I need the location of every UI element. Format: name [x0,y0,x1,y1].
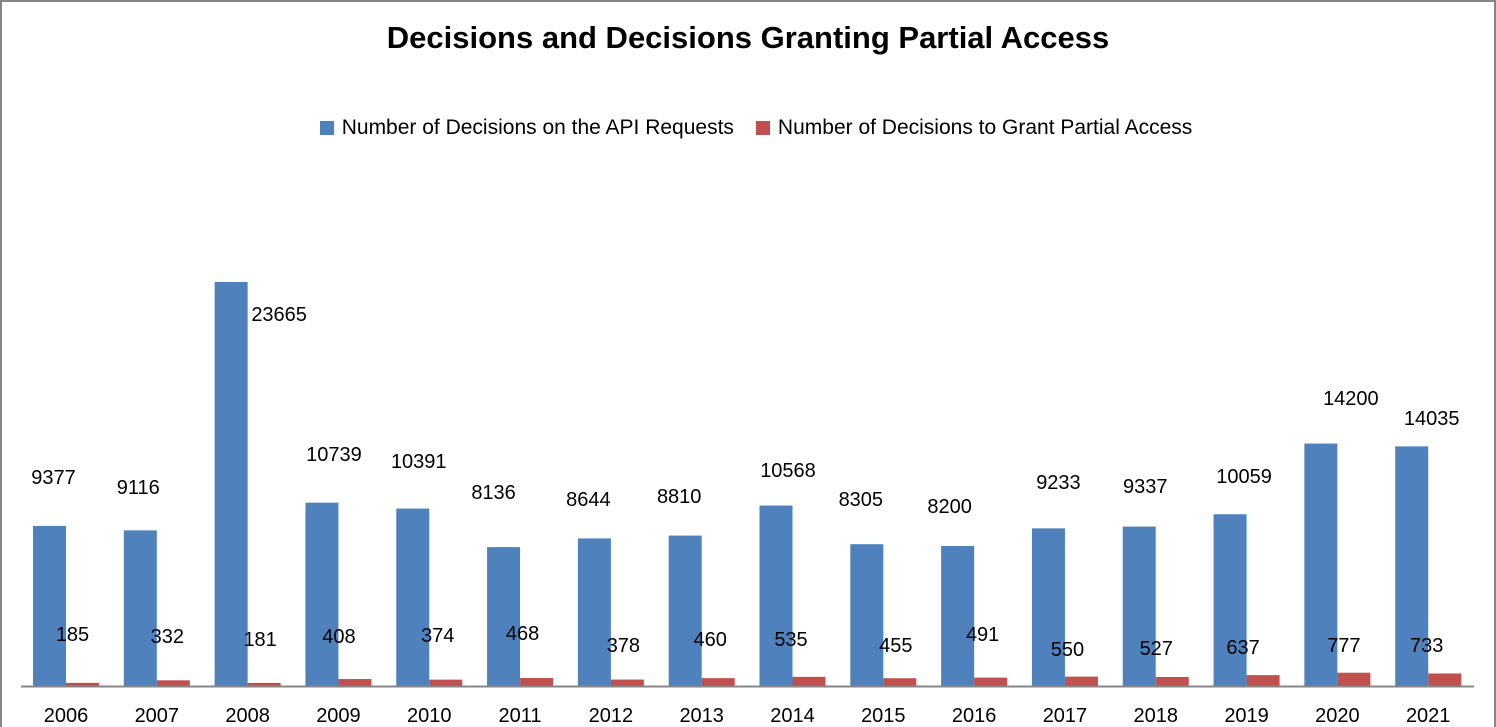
data-label-partial-access: 535 [774,629,807,651]
x-tick-label: 2015 [861,705,906,727]
bar-decisions-2011 [487,547,521,686]
legend-label-partial-access: Number of Decisions to Grant Partial Acc… [777,116,1193,139]
bar-decisions-2017 [1031,528,1065,686]
bar-partial-access-2008 [247,682,281,686]
data-label-partial-access: 733 [1410,635,1443,657]
bar-decisions-2020 [1304,443,1338,686]
data-label-decisions: 14035 [1404,408,1460,430]
data-label-decisions: 23665 [251,304,307,326]
bar-decisions-2018 [1122,526,1156,686]
x-tick-label: 2014 [770,705,815,727]
bar-decisions-2010 [396,508,430,686]
data-label-decisions: 9337 [1123,476,1168,498]
data-label-partial-access: 185 [56,624,89,646]
data-label-decisions: 8305 [839,489,884,511]
bar-decisions-2013 [668,535,702,686]
legend: Number of Decisions on the API Requests … [0,116,1496,140]
data-label-decisions: 9377 [31,467,76,489]
data-label-decisions: 8644 [566,489,611,511]
bar-decisions-2014 [759,505,793,686]
bar-partial-access-2007 [156,680,190,686]
x-tick-label: 2006 [44,705,89,727]
data-label-partial-access: 455 [879,635,912,657]
x-tick-label: 2007 [135,705,180,727]
data-label-partial-access: 468 [506,623,539,645]
bar-decisions-2015 [850,544,884,686]
bar-decisions-2006 [33,525,66,686]
data-label-partial-access: 491 [966,624,999,646]
data-label-partial-access: 777 [1327,635,1360,657]
data-label-partial-access: 637 [1226,637,1259,659]
x-tick-label: 2018 [1134,705,1179,727]
bar-decisions-2008 [214,281,248,686]
legend-item-partial-access: Number of Decisions to Grant Partial Acc… [755,116,1193,140]
data-label-decisions: 8136 [471,482,516,504]
bar-partial-access-2014 [792,676,826,686]
data-label-decisions: 9116 [117,477,160,499]
x-tick-label: 2011 [499,705,542,727]
bar-decisions-2016 [941,545,975,686]
bar-partial-access-2016 [974,677,1008,686]
legend-swatch-decisions [319,121,334,135]
data-label-decisions: 9233 [1036,472,1081,494]
bar-partial-access-2010 [429,679,463,686]
data-label-partial-access: 374 [421,625,454,647]
bar-partial-access-2009 [338,679,372,686]
data-label-partial-access: 408 [322,626,355,648]
x-tick-label: 2013 [679,705,724,727]
bar-decisions-2007 [123,530,157,686]
x-tick-label: 2021 [1406,705,1451,727]
x-tick-label: 2010 [407,705,452,727]
legend-item-decisions: Number of Decisions on the API Requests [319,116,734,140]
bar-partial-access-2019 [1246,675,1280,686]
x-tick-label: 2019 [1224,705,1269,727]
x-tick-label: 2016 [952,705,997,727]
bar-decisions-2012 [577,538,611,686]
bar-decisions-2021 [1395,446,1429,686]
bar-decisions-2019 [1213,514,1247,686]
data-label-partial-access: 332 [151,626,184,648]
data-label-partial-access: 550 [1051,639,1084,661]
bar-partial-access-2006 [66,682,99,686]
bar-partial-access-2018 [1155,677,1189,686]
data-label-decisions: 10059 [1216,466,1272,488]
data-label-decisions: 10391 [391,451,447,473]
data-label-partial-access: 378 [607,635,640,657]
bar-partial-access-2015 [883,678,917,686]
x-tick-label: 2009 [316,705,361,727]
x-tick-label: 2012 [589,705,634,727]
legend-label-decisions: Number of Decisions on the API Requests [341,116,734,139]
data-label-decisions: 8200 [927,496,972,518]
chart-title: Decisions and Decisions Granting Partial… [386,20,1110,55]
data-label-partial-access: 460 [694,629,727,651]
x-tick-label: 2020 [1315,705,1360,727]
x-tick-label: 2008 [225,705,270,727]
bar-partial-access-2011 [520,678,554,686]
data-label-decisions: 8810 [657,486,702,508]
data-label-decisions: 14200 [1323,388,1379,410]
legend-swatch-partial-access [755,121,770,135]
bar-partial-access-2013 [701,678,735,686]
data-label-partial-access: 181 [243,629,276,651]
bar-partial-access-2021 [1428,673,1462,686]
data-label-decisions: 10568 [760,460,816,482]
data-label-decisions: 10739 [306,444,362,466]
x-tick-label: 2017 [1043,705,1088,727]
bar-partial-access-2017 [1064,676,1098,686]
bar-partial-access-2012 [610,679,644,686]
bar-decisions-2009 [305,502,339,686]
data-label-partial-access: 527 [1140,638,1173,660]
bar-partial-access-2020 [1337,672,1371,686]
